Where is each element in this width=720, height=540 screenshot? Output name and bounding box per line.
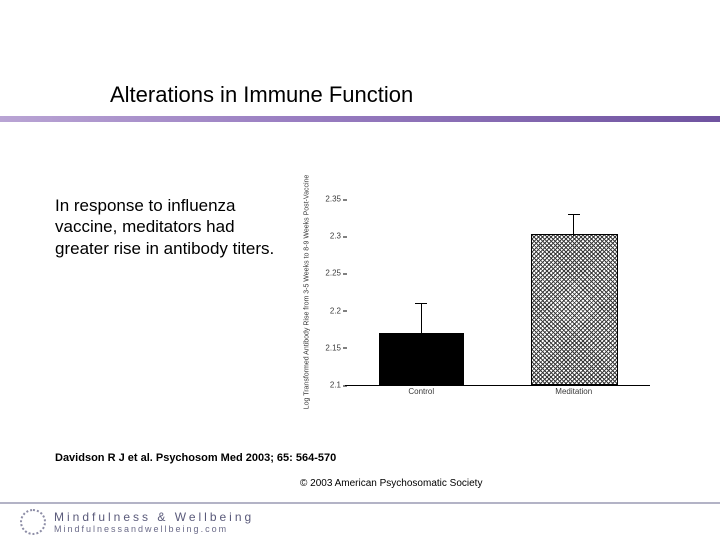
error-bar bbox=[573, 214, 574, 236]
x-label: Meditation bbox=[555, 387, 592, 396]
brand-url: Mindfulnessandwellbeing.com bbox=[54, 524, 254, 534]
bar-meditation bbox=[531, 234, 618, 385]
y-tick: 2.25 bbox=[317, 269, 341, 278]
copyright-text: © 2003 American Psychosomatic Society bbox=[300, 478, 482, 489]
brand-block: Mindfulness & Wellbeing Mindfulnessandwe… bbox=[54, 510, 254, 534]
plot-area: Log Transformed Antibody Rise from 3-5 W… bbox=[345, 199, 650, 386]
bar-control bbox=[379, 333, 464, 385]
y-axis-label: Log Transformed Antibody Rise from 3-5 W… bbox=[304, 175, 311, 410]
error-cap bbox=[568, 214, 580, 215]
slide: Alterations in Immune Function In respon… bbox=[0, 0, 720, 540]
slide-title: Alterations in Immune Function bbox=[110, 82, 413, 108]
citation-text: Davidson R J et al. Psychosom Med 2003; … bbox=[55, 452, 336, 464]
bar-chart: Log Transformed Antibody Rise from 3-5 W… bbox=[305, 195, 660, 410]
title-rule bbox=[0, 116, 720, 122]
error-cap bbox=[415, 303, 427, 304]
y-tick: 2.35 bbox=[317, 195, 341, 204]
error-bar bbox=[421, 303, 422, 333]
y-tick: 2.3 bbox=[317, 232, 341, 241]
logo-icon bbox=[20, 509, 46, 535]
footer-bar: Mindfulness & Wellbeing Mindfulnessandwe… bbox=[0, 502, 720, 540]
y-tick: 2.15 bbox=[317, 343, 341, 352]
y-tick: 2.1 bbox=[317, 381, 341, 390]
brand-name: Mindfulness & Wellbeing bbox=[54, 510, 254, 524]
body-text: In response to influenza vaccine, medita… bbox=[55, 195, 275, 259]
y-tick: 2.2 bbox=[317, 306, 341, 315]
x-label: Control bbox=[408, 387, 434, 396]
